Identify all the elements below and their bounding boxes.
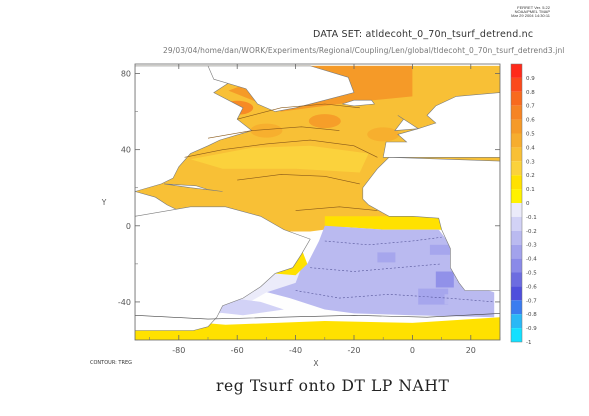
y-tick-label: 80 — [121, 70, 131, 79]
colorbar-tick-label: -0.9 — [526, 326, 537, 332]
contour-line — [184, 139, 378, 158]
colorbar-tick-label: 0.1 — [526, 187, 535, 193]
colorbar-tick-label: 0.6 — [526, 118, 535, 124]
contour-line — [295, 206, 378, 211]
field-region-gulf-stream — [190, 145, 369, 173]
field-region-band — [135, 321, 500, 340]
x-tick-label: 20 — [466, 346, 476, 355]
field-cell — [377, 252, 396, 263]
file-path: 29/03/04/home/dan/WORK/Experiments/Regio… — [163, 46, 565, 55]
contour-line — [237, 103, 360, 120]
field-cell — [444, 294, 463, 305]
x-axis-label: X — [313, 359, 318, 368]
colorbar-swatch — [511, 203, 522, 217]
x-tick-label: -40 — [289, 346, 302, 355]
landmass-greenland — [207, 65, 355, 112]
colorbar-tick-label: -0.7 — [526, 298, 537, 304]
field-cell — [359, 279, 384, 290]
colorbar-swatch — [511, 272, 522, 287]
landmass-iceland — [342, 99, 375, 107]
x-tick-label: -60 — [231, 346, 244, 355]
colorbar-tick-label: -1 — [526, 340, 531, 346]
landmass-iberia-europe — [382, 92, 500, 158]
colorbar-tick-label: 0.3 — [526, 159, 535, 165]
colorbar-tick-label: 0.4 — [526, 145, 535, 151]
contour-line — [135, 313, 500, 320]
landmass-south-america — [135, 206, 311, 331]
land-layer — [135, 65, 500, 331]
colorbar-swatch — [511, 147, 522, 162]
ferret-line: Mar 29 2004 14:30:11 — [511, 13, 550, 18]
plot-frame — [134, 63, 501, 341]
colorbar: 0.9 0.8 0.7 0.6 0.5 0.4 0.3 0.2 0.1 0 -0.1 -0.2 -0.3… — [510, 63, 537, 346]
colorbar-swatch — [511, 161, 522, 176]
landmass-north-america — [135, 65, 253, 192]
colorbar-swatch — [511, 105, 522, 120]
colorbar-swatch — [511, 216, 522, 231]
colorbar-tick-label: -0.1 — [526, 215, 537, 221]
contour-line — [324, 236, 442, 246]
landmass-uk — [394, 115, 420, 131]
colorbar-tick-label: 0.7 — [526, 104, 535, 110]
colorbar-tick-label: -0.5 — [526, 271, 537, 277]
contour-label: CONTOUR: TREG — [90, 360, 132, 366]
colorbar-swatch — [511, 77, 522, 92]
field-cell — [429, 244, 460, 255]
y-tick-label: 0 — [126, 222, 131, 231]
colorbar-tick-label: 0.8 — [526, 90, 535, 96]
colorbar-swatch — [511, 133, 522, 148]
colorbar-swatch — [511, 119, 522, 134]
colorbar-swatch — [511, 314, 522, 329]
ferret-line: NOAA/PMEL TMAP — [514, 9, 550, 14]
colorbar-tick-label: 0.5 — [526, 132, 535, 138]
colorbar-tick-label: 0.2 — [526, 173, 535, 179]
field-cell — [403, 263, 428, 280]
dataset-title: DATA SET: atldecoht_0_70n_tsurf_detrend.… — [313, 29, 534, 40]
colorbar-tick-label: -0.2 — [526, 229, 537, 235]
colorbar-swatch — [511, 175, 522, 190]
colorbar-swatch — [511, 300, 522, 315]
colorbar-swatch — [511, 91, 522, 106]
contour-line — [207, 126, 340, 139]
contour-line — [237, 174, 360, 185]
x-tick-label: -20 — [347, 346, 360, 355]
colorbar-tick-label: 0.9 — [526, 76, 535, 82]
colorbar-tick-label: 0 — [526, 201, 530, 207]
ferret-version: FERRET Ver. 5.22 NOAA/PMEL TMAP Mar 29 2… — [476, 6, 550, 18]
colorbar-swatch — [511, 286, 522, 301]
field-cell — [308, 114, 341, 129]
y-axis-label: Y — [101, 198, 107, 207]
axis-ticks: -80 -60 -40 -20 0 20 -40 0 40 80 — [118, 64, 501, 355]
colorbar-frame — [510, 63, 523, 343]
y-tick-label: -40 — [118, 298, 131, 307]
colorbar-tick-label: -0.6 — [526, 284, 537, 290]
x-tick-label: 0 — [410, 346, 415, 355]
x-tick-label: -80 — [172, 346, 185, 355]
field-region-gulf-of-guinea — [324, 216, 442, 230]
colorbar-tick-label: -0.8 — [526, 312, 537, 318]
colorbar-swatch — [511, 64, 522, 78]
contour-layer — [135, 103, 500, 320]
ferret-line: FERRET Ver. 5.22 — [517, 5, 550, 10]
colorbar-swatch — [511, 258, 522, 273]
colorbar-swatch — [511, 230, 522, 245]
colorbar-swatch — [511, 244, 522, 259]
y-tick-label: 40 — [121, 146, 131, 155]
field-cell — [250, 123, 283, 138]
contour-line — [310, 263, 442, 272]
plot-title: reg Tsurf onto DT LP NAHT — [216, 377, 450, 395]
colorbar-swatch — [511, 189, 522, 203]
landmass-caribbean — [164, 183, 223, 192]
colorbar-tick-label: -0.3 — [526, 243, 537, 249]
landmass-africa — [362, 156, 500, 291]
field-cell — [367, 127, 400, 142]
colorbar-swatch — [511, 328, 522, 342]
colorbar-tick-label: -0.4 — [526, 257, 537, 263]
field-cell — [418, 288, 449, 305]
field-cell — [435, 271, 454, 288]
contour-line — [295, 290, 495, 303]
